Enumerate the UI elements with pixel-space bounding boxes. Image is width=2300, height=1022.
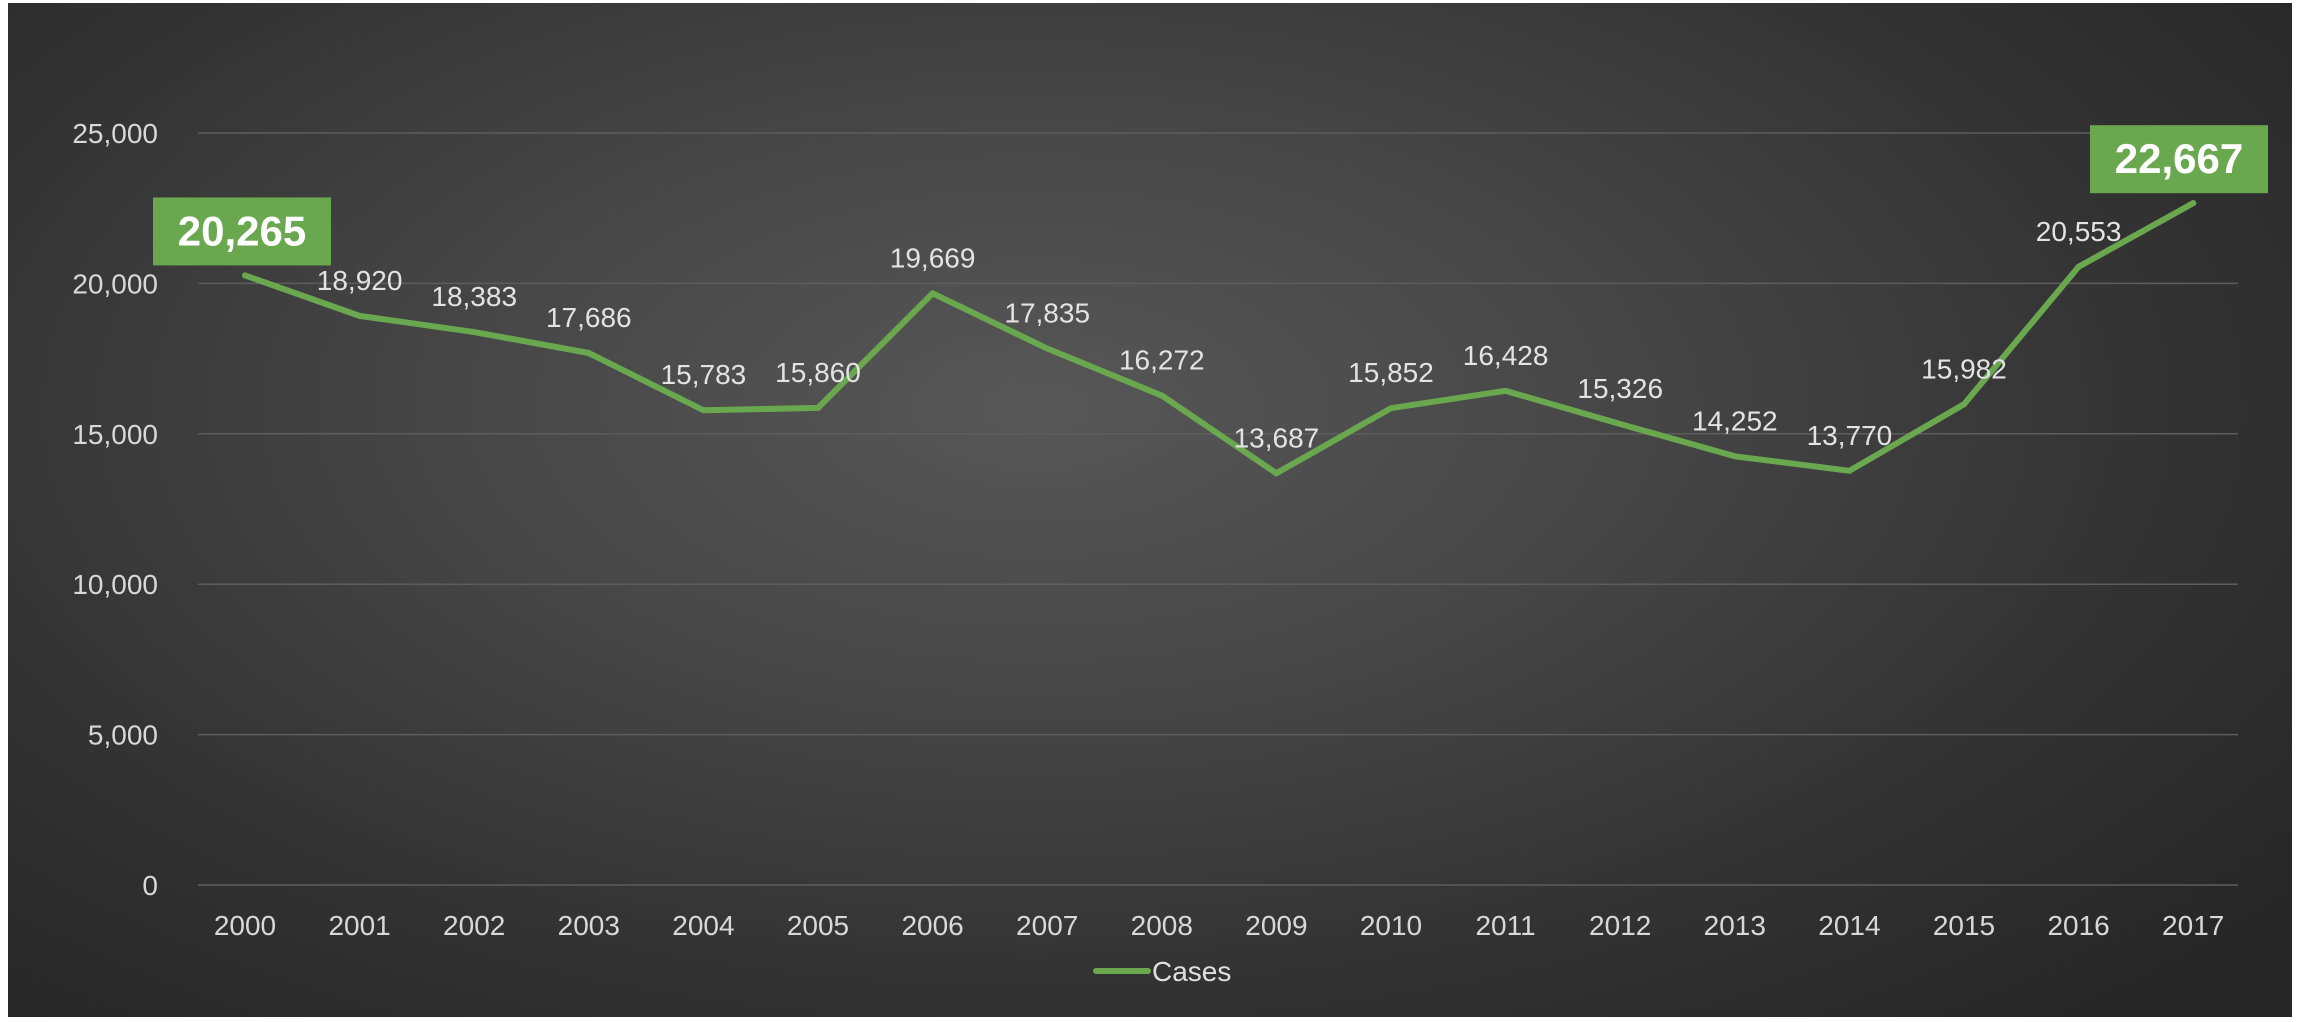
data-point [1158, 392, 1165, 399]
data-label: 13,770 [1807, 420, 1893, 451]
x-tick-label: 2008 [1131, 910, 1193, 941]
chart-frame: 0 5,000 10,000 15,000 20,000 25,000 2000 2001 2… [8, 3, 2292, 1017]
data-point [1502, 387, 1509, 394]
x-tick-label: 2004 [672, 910, 734, 941]
y-tick-label: 10,000 [72, 569, 158, 600]
x-tick-label: 2013 [1704, 910, 1766, 941]
x-tick-label: 2010 [1360, 910, 1422, 941]
x-tick-label: 2014 [1818, 910, 1880, 941]
data-label: 15,783 [661, 359, 747, 390]
y-tick-label: 5,000 [88, 720, 158, 751]
x-tick-label: 2007 [1016, 910, 1078, 941]
callout-box [153, 197, 331, 266]
x-tick-label: 2000 [214, 910, 276, 941]
data-label: 15,982 [1921, 353, 2007, 384]
data-point [585, 350, 592, 357]
data-point [1273, 470, 1280, 477]
y-tick-label: 20,000 [72, 268, 158, 299]
data-point [1961, 401, 1967, 408]
gridlines [198, 132, 2238, 886]
data-point [1731, 453, 1738, 460]
data-label: 16,272 [1119, 345, 1205, 376]
data-label: 17,835 [1004, 298, 1090, 329]
x-tick-label: 2003 [558, 910, 620, 941]
data-point [1846, 467, 1853, 474]
data-label: 18,383 [431, 281, 517, 312]
x-tick-label: 2009 [1245, 910, 1307, 941]
callout-box [2090, 125, 2268, 194]
x-tick-label: 2001 [328, 910, 390, 941]
data-point [929, 290, 936, 297]
y-tick-label: 0 [142, 870, 158, 901]
data-label: 18,920 [317, 265, 403, 296]
y-tick-label: 15,000 [72, 419, 158, 450]
data-point [1617, 420, 1624, 427]
callout-label: 22,667 [2115, 135, 2243, 182]
series-line-cases [242, 200, 2197, 477]
data-point [2190, 200, 2197, 207]
data-point [471, 329, 478, 336]
data-label: 19,669 [890, 242, 976, 273]
legend: Cases [1093, 956, 1231, 987]
data-point [815, 404, 821, 411]
y-tick-label: 25,000 [72, 118, 158, 149]
x-tick-label: 2012 [1589, 910, 1651, 941]
data-point [2075, 263, 2082, 270]
data-label: 16,428 [1463, 340, 1549, 371]
y-axis-tick-labels: 0 5,000 10,000 15,000 20,000 25,000 [72, 118, 158, 901]
data-point [242, 272, 248, 279]
data-label: 15,326 [1577, 373, 1663, 404]
data-point [1388, 405, 1394, 412]
data-label: 14,252 [1692, 405, 1778, 436]
x-tick-label: 2016 [2047, 910, 2109, 941]
legend-label: Cases [1152, 956, 1231, 987]
data-labels: 18,920 18,383 17,686 15,783 15,860 19,669 17,8… [317, 216, 2122, 454]
x-tick-label: 2005 [787, 910, 849, 941]
data-label: 15,860 [775, 357, 861, 388]
data-point [1044, 345, 1051, 352]
x-tick-label: 2011 [1475, 910, 1535, 941]
x-tick-label: 2017 [2162, 910, 2224, 941]
highlight-callouts: 20,265 22,667 [153, 125, 2268, 266]
series-cases [242, 200, 2197, 477]
callout-label: 20,265 [178, 207, 306, 254]
data-point [700, 407, 707, 414]
x-tick-label: 2006 [901, 910, 963, 941]
x-axis-tick-labels: 2000 2001 2002 2003 2004 2005 2006 2007 2008 2009… [214, 910, 2224, 941]
data-point [356, 312, 363, 319]
data-label: 15,852 [1348, 357, 1434, 388]
data-label: 20,553 [2036, 216, 2122, 247]
x-tick-label: 2015 [1933, 910, 1995, 941]
data-label: 13,687 [1234, 422, 1320, 453]
data-label: 17,686 [546, 302, 632, 333]
x-tick-label: 2002 [443, 910, 505, 941]
